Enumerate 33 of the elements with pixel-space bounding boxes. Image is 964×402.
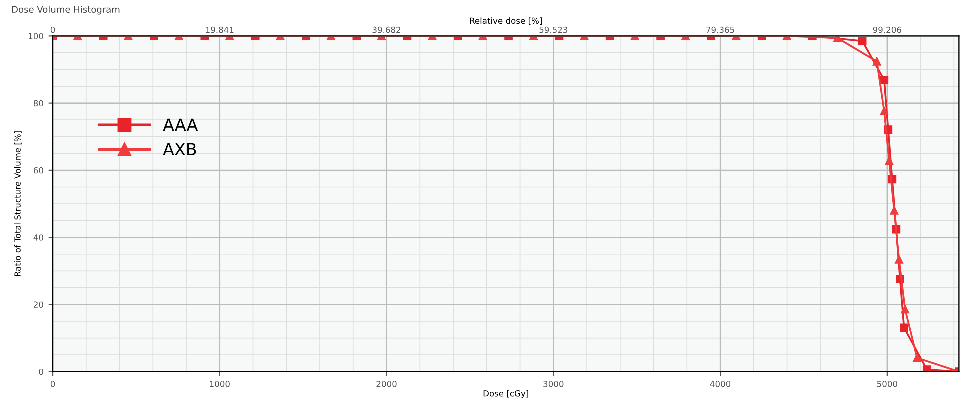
x2-tick-label: 99.206 — [873, 26, 902, 34]
chart-title: Dose Volume Histogram — [12, 6, 120, 15]
x2-tick-label: 79.365 — [706, 26, 734, 34]
point — [834, 36, 842, 42]
point — [885, 156, 894, 166]
y-tick-label: 40 — [34, 234, 44, 241]
x2-tick-label: 19.841 — [206, 26, 234, 34]
x2-axis-title: Relative dose [%] — [470, 18, 542, 26]
legend-label: AXB — [163, 143, 196, 156]
y-tick-label: 80 — [34, 100, 44, 107]
y-tick-label: 100 — [29, 33, 44, 40]
x-tick-label: 4000 — [710, 381, 731, 388]
point — [890, 206, 899, 215]
point — [880, 107, 889, 116]
y-tick-label: 0 — [39, 368, 44, 376]
x-axis-title: Dose [cGy] — [484, 390, 528, 398]
x2-tick-label: 39.682 — [372, 26, 401, 34]
y-tick-label: 60 — [34, 167, 44, 174]
legend-label: AAA — [163, 118, 198, 131]
x-tick-label: 0 — [50, 381, 56, 388]
point — [922, 366, 932, 372]
point — [901, 305, 910, 314]
x2-tick-label: 0 — [50, 26, 56, 34]
x-tick-label: 1000 — [210, 381, 230, 388]
point — [913, 354, 922, 362]
point — [900, 324, 908, 332]
y-axis-title: Ratio of Total Structure Volume [%] — [14, 132, 22, 276]
x2-tick-label: 59.523 — [540, 26, 568, 34]
y-tick-label: 20 — [34, 302, 44, 308]
x-tick-label: 2000 — [376, 381, 397, 388]
x-tick-label: 3000 — [544, 381, 564, 388]
point — [895, 256, 904, 264]
x-tick-label: 5000 — [877, 381, 898, 388]
